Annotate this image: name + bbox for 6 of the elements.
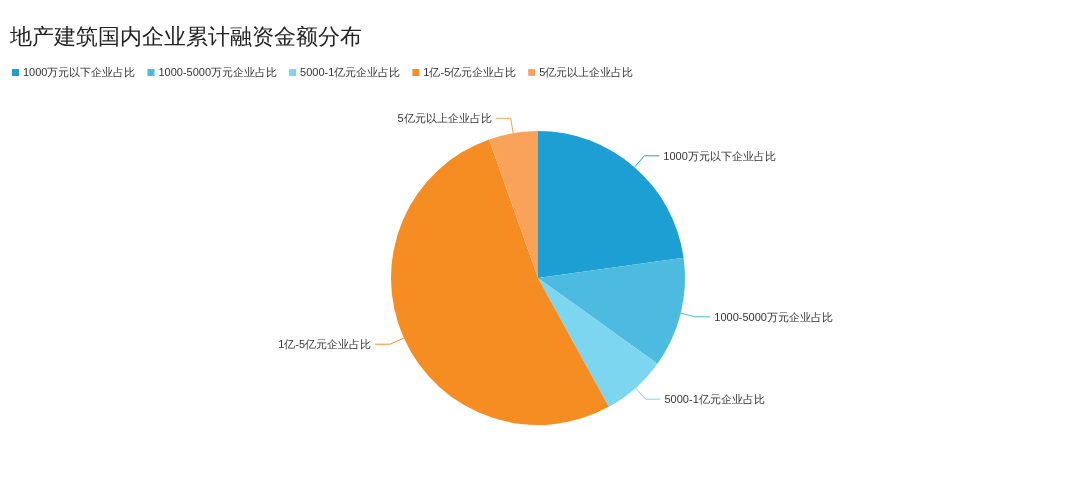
title: 地产建筑国内企业累计融资金额分布 — [10, 24, 362, 49]
legend-label: 1000万元以下企业占比 — [23, 66, 136, 78]
legend-label: 5000-1亿元企业占比 — [300, 66, 401, 78]
legend-label: 1亿-5亿元企业占比 — [423, 66, 517, 78]
legend-label: 1000-5000万元企业占比 — [158, 66, 278, 78]
legend-label: 5亿元以上企业占比 — [539, 66, 634, 78]
